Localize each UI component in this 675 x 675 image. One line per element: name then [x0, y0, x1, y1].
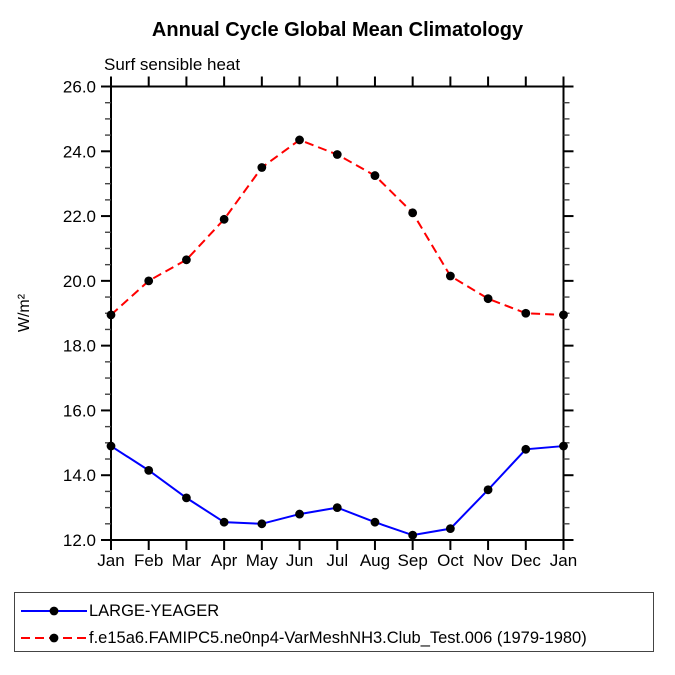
data-point-marker — [408, 208, 418, 218]
x-tick-label: Oct — [437, 551, 464, 570]
x-tick-label: Mar — [172, 551, 202, 570]
data-point-marker — [370, 171, 380, 180]
data-point-marker — [521, 444, 531, 454]
x-tick-label: Jan — [550, 551, 577, 570]
legend-item: LARGE-YEAGER — [21, 601, 219, 621]
data-point-marker — [370, 517, 380, 527]
x-tick-label: Aug — [360, 551, 390, 570]
data-point-marker — [445, 271, 455, 281]
y-tick-label: 12.0 — [63, 531, 96, 550]
data-point-marker — [332, 503, 342, 513]
legend-item: f.e15a6.FAMIPC5.ne0np4-VarMeshNH3.Club_T… — [21, 628, 587, 648]
legend-line-sample — [21, 633, 87, 643]
data-point-marker — [521, 308, 531, 318]
x-tick-label: Dec — [511, 551, 542, 570]
data-point-marker — [182, 493, 191, 503]
data-point-marker — [295, 509, 304, 519]
data-point-marker — [408, 530, 418, 540]
data-point-marker — [219, 517, 229, 527]
data-point-marker — [332, 150, 342, 159]
x-tick-label: Apr — [211, 551, 238, 570]
x-tick-label: Jun — [286, 551, 313, 570]
chart-title: Annual Cycle Global Mean Climatology — [151, 19, 524, 41]
data-point-marker — [257, 163, 267, 172]
x-tick-label: Feb — [134, 551, 163, 570]
data-point-marker — [106, 441, 116, 451]
data-point-marker — [483, 294, 493, 304]
data-point-marker — [219, 214, 229, 224]
data-point-marker — [483, 485, 493, 495]
data-point-marker — [144, 276, 154, 286]
x-tick-label: Jul — [326, 551, 348, 570]
y-axis-label: W/m² — [16, 293, 33, 332]
y-tick-label: 18.0 — [63, 337, 96, 356]
data-point-marker — [144, 465, 154, 475]
data-point-marker — [295, 135, 304, 145]
y-tick-label: 22.0 — [63, 207, 96, 226]
y-tick-label: 24.0 — [63, 142, 96, 161]
x-tick-label: Sep — [398, 551, 428, 570]
data-point-marker — [106, 310, 116, 320]
chart-subtitle: Surf sensible heat — [104, 55, 241, 74]
legend-label: f.e15a6.FAMIPC5.ne0np4-VarMeshNH3.Club_T… — [89, 629, 587, 647]
x-tick-label: Jan — [97, 551, 124, 570]
y-tick-label: 26.0 — [63, 78, 96, 97]
data-point-marker — [445, 524, 455, 534]
series-line — [110, 138, 564, 316]
legend: LARGE-YEAGER f.e15a6.FAMIPC5.ne0np4-VarMe… — [14, 592, 654, 652]
x-tick-label: Nov — [473, 551, 504, 570]
y-tick-label: 16.0 — [63, 401, 96, 420]
data-point-marker — [257, 519, 267, 529]
x-tick-label: May — [246, 551, 279, 570]
y-tick-label: 14.0 — [63, 466, 96, 485]
series-line — [110, 445, 564, 537]
legend-label: LARGE-YEAGER — [89, 602, 220, 620]
legend-line-sample — [21, 606, 87, 616]
data-point-marker — [559, 310, 568, 320]
y-tick-label: 20.0 — [63, 272, 96, 291]
data-point-marker — [559, 441, 568, 451]
data-point-marker — [182, 255, 191, 265]
